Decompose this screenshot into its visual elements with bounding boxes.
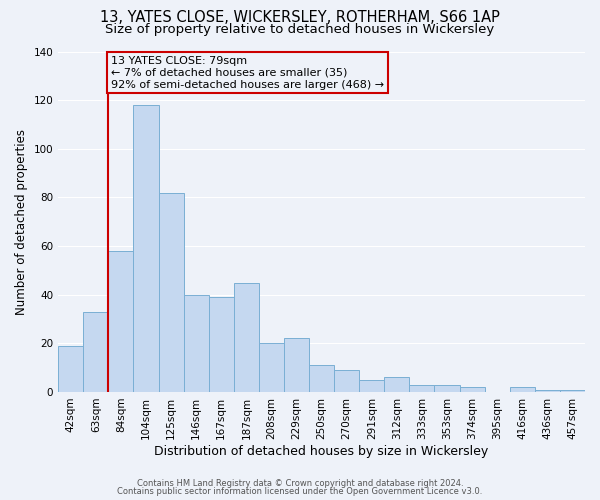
Bar (209, 297, 234, 392)
Bar (133, 105, 158, 392)
Bar (359, 380, 385, 392)
Bar (434, 384, 460, 392)
Text: 13 YATES CLOSE: 79sqm
← 7% of detached houses are smaller (35)
92% of semi-detac: 13 YATES CLOSE: 79sqm ← 7% of detached h… (112, 56, 385, 90)
Bar (184, 294, 209, 392)
Bar (158, 192, 184, 392)
Bar (385, 378, 409, 392)
Bar (109, 251, 133, 392)
Bar (284, 338, 309, 392)
Text: Size of property relative to detached houses in Wickersley: Size of property relative to detached ho… (106, 22, 494, 36)
Text: Contains public sector information licensed under the Open Government Licence v3: Contains public sector information licen… (118, 487, 482, 496)
Bar (234, 282, 259, 392)
Bar (309, 365, 334, 392)
Bar (535, 390, 560, 392)
Bar (334, 370, 359, 392)
Y-axis label: Number of detached properties: Number of detached properties (15, 128, 28, 314)
Bar (259, 344, 284, 392)
Bar (83, 312, 109, 392)
X-axis label: Distribution of detached houses by size in Wickersley: Distribution of detached houses by size … (154, 444, 489, 458)
Text: 13, YATES CLOSE, WICKERSLEY, ROTHERHAM, S66 1AP: 13, YATES CLOSE, WICKERSLEY, ROTHERHAM, … (100, 10, 500, 25)
Bar (510, 387, 535, 392)
Bar (560, 390, 585, 392)
Bar (58, 346, 83, 392)
Text: Contains HM Land Registry data © Crown copyright and database right 2024.: Contains HM Land Registry data © Crown c… (137, 478, 463, 488)
Bar (409, 384, 434, 392)
Bar (460, 387, 485, 392)
